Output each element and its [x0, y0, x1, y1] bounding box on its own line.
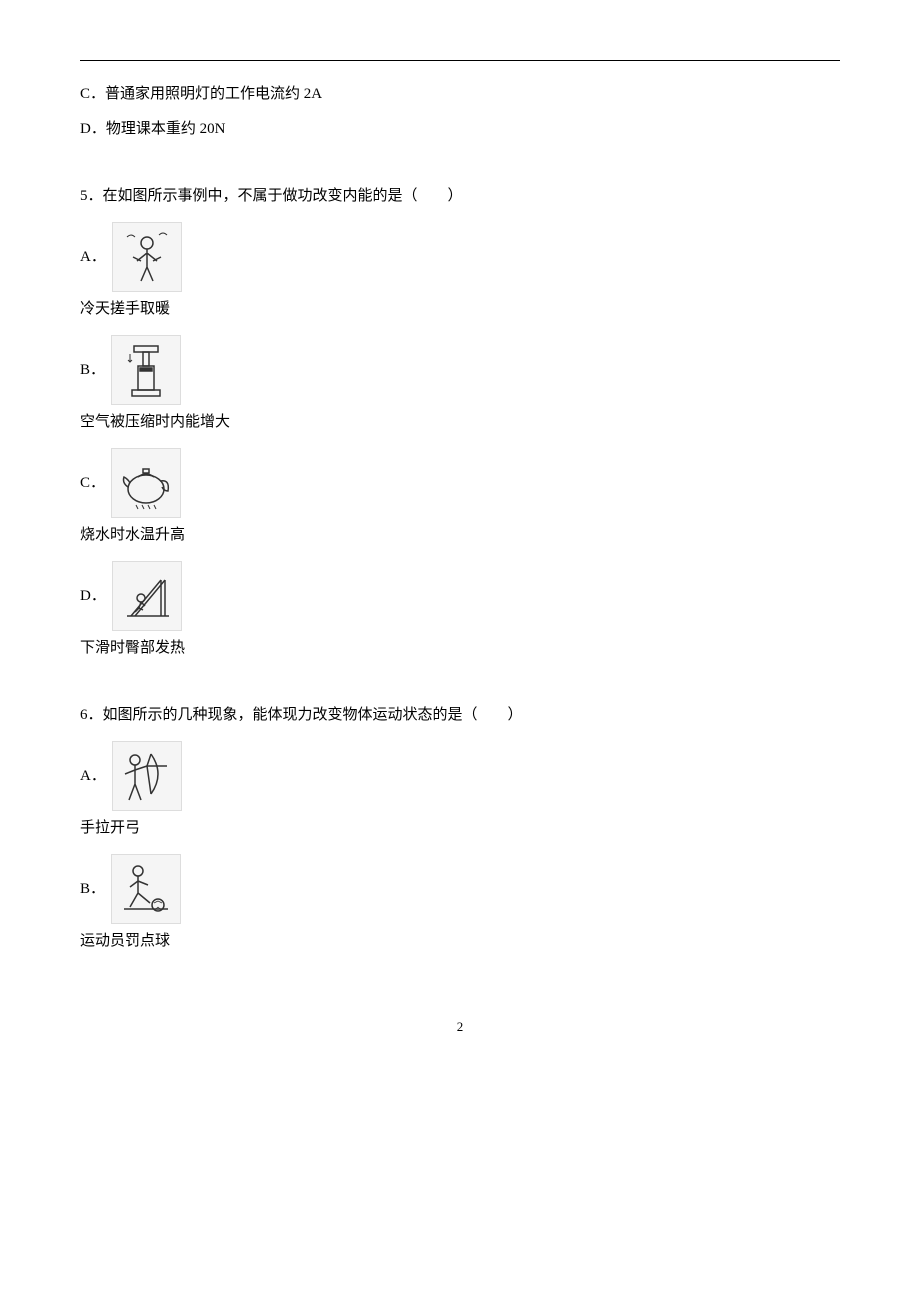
rub-hands-icon [112, 222, 182, 292]
top-horizontal-rule [80, 60, 840, 61]
q4-option-d: D．物理课本重约 20N [80, 116, 840, 143]
piston-icon [111, 335, 181, 405]
q5-choice-b: B． [80, 335, 840, 405]
q5-c-caption: 烧水时水温升高 [80, 522, 840, 549]
bow-icon [112, 741, 182, 811]
q6-b-caption: 运动员罚点球 [80, 928, 840, 955]
q5-b-caption: 空气被压缩时内能增大 [80, 409, 840, 436]
q5-d-caption: 下滑时臀部发热 [80, 635, 840, 662]
q5-choice-c: C． [80, 448, 840, 518]
q5-b-letter: B． [80, 357, 105, 384]
q5-stem: 5．在如图所示事例中，不属于做功改变内能的是（ ） [80, 183, 840, 210]
q6-choice-b: B． [80, 854, 840, 924]
q5-c-letter: C． [80, 470, 105, 497]
q6-a-letter: A． [80, 763, 106, 790]
kick-ball-icon [111, 854, 181, 924]
q5-d-letter: D． [80, 583, 106, 610]
kettle-icon [111, 448, 181, 518]
q5-a-caption: 冷天搓手取暖 [80, 296, 840, 323]
q4-option-c: C．普通家用照明灯的工作电流约 2A [80, 81, 840, 108]
q5-choice-a: A． [80, 222, 840, 292]
page-number: 2 [80, 1015, 840, 1038]
q6-a-caption: 手拉开弓 [80, 815, 840, 842]
q5-choice-d: D． [80, 561, 840, 631]
q5-a-letter: A． [80, 244, 106, 271]
slide-icon [112, 561, 182, 631]
q6-stem: 6．如图所示的几种现象，能体现力改变物体运动状态的是（ ） [80, 702, 840, 729]
q6-b-letter: B． [80, 876, 105, 903]
q6-choice-a: A． [80, 741, 840, 811]
